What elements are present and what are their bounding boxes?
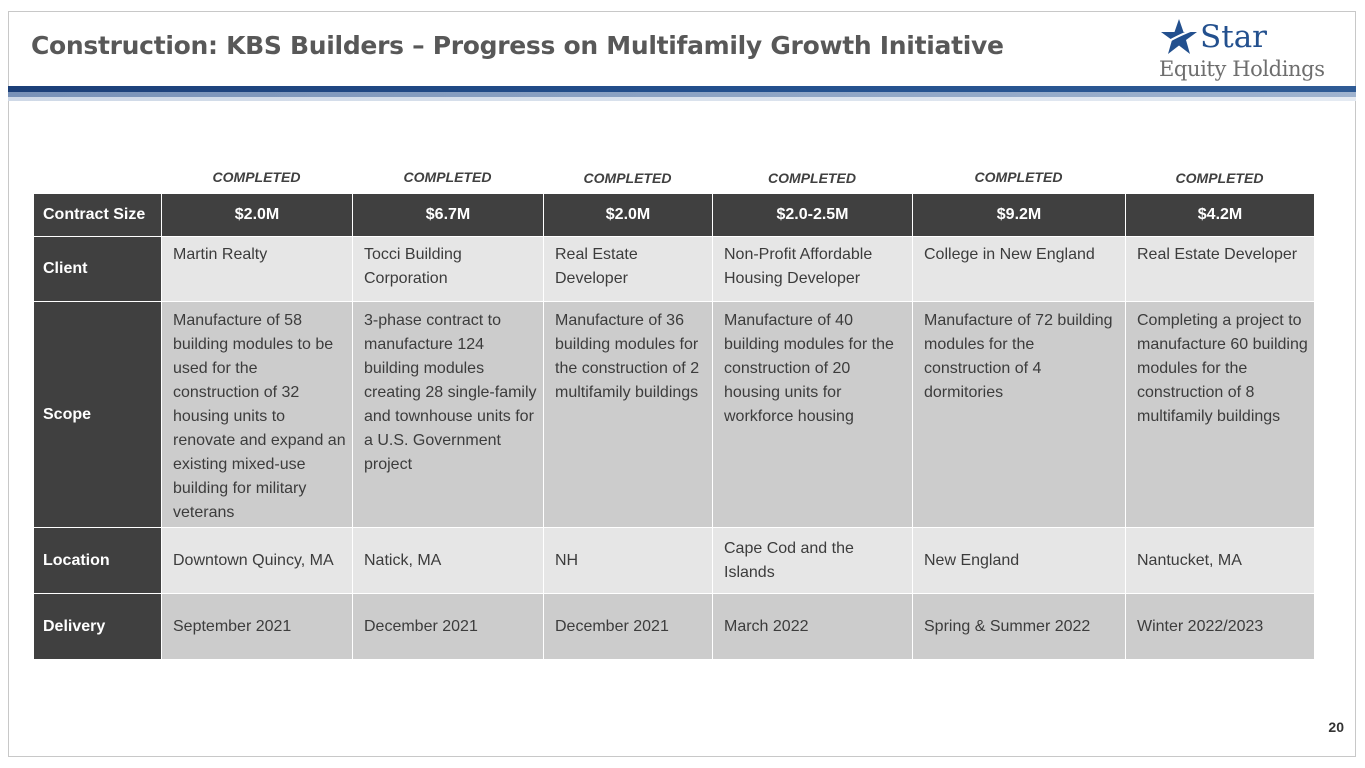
client-cell: Real Estate Developer [1125, 236, 1315, 302]
page-number: 20 [1328, 719, 1344, 735]
table-row-client: Client Martin Realty Tocci Building Corp… [33, 236, 1315, 302]
row-header-scope: Scope [33, 301, 162, 528]
logo-wordmark-holdings: Equity Holdings [1159, 57, 1325, 81]
status-label: COMPLETED [768, 170, 856, 186]
client-cell: Non-Profit Affordable Housing Developer [712, 236, 913, 302]
contract-size-cell: $2.0-2.5M [712, 193, 913, 237]
status-label: COMPLETED [403, 169, 492, 185]
contract-size-cell: $2.0M [543, 193, 713, 237]
client-cell: Tocci Building Corporation [352, 236, 544, 302]
status-label: COMPLETED [583, 170, 672, 186]
scope-cell: Manufacture of 72 building modules for t… [912, 301, 1126, 528]
location-cell: Nantucket, MA [1125, 527, 1315, 594]
star-icon [1160, 19, 1199, 54]
page-title: Construction: KBS Builders – Progress on… [31, 31, 1004, 60]
client-cell: Martin Realty [161, 236, 353, 302]
scope-cell: Manufacture of 40 building modules for t… [712, 301, 913, 528]
status-label: COMPLETED [974, 169, 1063, 185]
company-logo: Star Equity Holdings [1158, 16, 1348, 84]
scope-cell: Manufacture of 36 building modules for t… [543, 301, 713, 528]
header-band [8, 86, 1356, 104]
scope-cell: Manufacture of 58 building modules to be… [161, 301, 353, 528]
table-row-delivery: Delivery September 2021 December 2021 De… [33, 593, 1315, 660]
table-row-scope: Scope Manufacture of 58 building modules… [33, 301, 1315, 528]
location-cell: Cape Cod and the Islands [712, 527, 913, 594]
logo-wordmark-star: Star [1200, 19, 1267, 55]
row-header-contract-size: Contract Size [33, 193, 162, 237]
row-header-client: Client [33, 236, 162, 302]
client-cell: Real Estate Developer [543, 236, 713, 302]
contract-size-cell: $9.2M [912, 193, 1126, 237]
delivery-cell: December 2021 [352, 593, 544, 660]
client-cell: College in New England [912, 236, 1126, 302]
projects-table: Contract Size $2.0M $6.7M $2.0M $2.0-2.5… [33, 193, 1315, 660]
delivery-cell: Spring & Summer 2022 [912, 593, 1126, 660]
table-row-location: Location Downtown Quincy, MA Natick, MA … [33, 527, 1315, 594]
scope-cell: Completing a project to manufacture 60 b… [1125, 301, 1315, 528]
delivery-cell: December 2021 [543, 593, 713, 660]
status-label: COMPLETED [1175, 170, 1264, 186]
delivery-cell: Winter 2022/2023 [1125, 593, 1315, 660]
location-cell: Downtown Quincy, MA [161, 527, 353, 594]
location-cell: New England [912, 527, 1126, 594]
table-row-contract-size: Contract Size $2.0M $6.7M $2.0M $2.0-2.5… [33, 193, 1315, 237]
delivery-cell: March 2022 [712, 593, 913, 660]
status-row: COMPLETED COMPLETED COMPLETED COMPLETED … [0, 168, 1365, 188]
scope-cell: 3-phase contract to manufacture 124 buil… [352, 301, 544, 528]
row-header-delivery: Delivery [33, 593, 162, 660]
location-cell: Natick, MA [352, 527, 544, 594]
row-header-location: Location [33, 527, 162, 594]
contract-size-cell: $6.7M [352, 193, 544, 237]
delivery-cell: September 2021 [161, 593, 353, 660]
location-cell: NH [543, 527, 713, 594]
contract-size-cell: $4.2M [1125, 193, 1315, 237]
status-label: COMPLETED [212, 169, 301, 185]
contract-size-cell: $2.0M [161, 193, 353, 237]
